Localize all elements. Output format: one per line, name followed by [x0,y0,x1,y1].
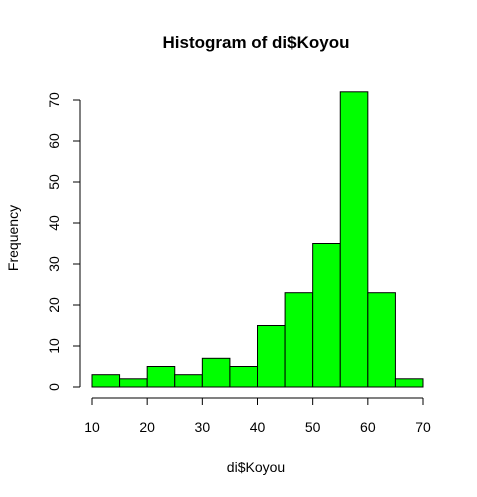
histogram-bar [284,292,314,388]
histogram-bar [394,378,424,388]
histogram-bar [229,366,259,388]
x-tick-label: 40 [250,419,266,435]
x-axis-label: di$Koyou [227,459,285,475]
y-axis-label: Frequency [5,205,21,271]
x-tick-label: 30 [195,419,211,435]
x-tick-label: 50 [305,419,321,435]
y-tick-label: 40 [46,215,62,231]
histogram-bar [312,243,341,388]
x-tick-label: 20 [139,419,155,435]
chart-title: Histogram of di$Koyou [162,33,349,52]
histogram-bar [339,91,369,388]
y-tick-label: 50 [46,174,62,190]
x-tick-label: 10 [84,419,100,435]
y-axis: 0 10 20 30 40 50 60 70 [46,92,81,391]
y-tick-label: 10 [46,338,62,354]
histogram-bar [119,378,148,388]
y-tick-label: 20 [46,297,62,313]
histogram-bar [174,374,203,388]
y-tick-label: 30 [46,256,62,272]
y-tick-label: 70 [46,92,62,108]
x-axis: 10 20 30 40 50 60 70 [84,397,431,435]
histogram-bar [91,374,121,388]
histogram-bar [201,357,231,388]
x-tick-label: 60 [360,419,376,435]
bars-group [91,91,424,388]
histogram-bar [257,325,286,388]
x-tick-label: 70 [415,419,431,435]
histogram-bar [367,292,396,388]
y-tick-label: 0 [46,383,62,391]
histogram-bar [146,366,176,388]
y-tick-label: 60 [46,133,62,149]
